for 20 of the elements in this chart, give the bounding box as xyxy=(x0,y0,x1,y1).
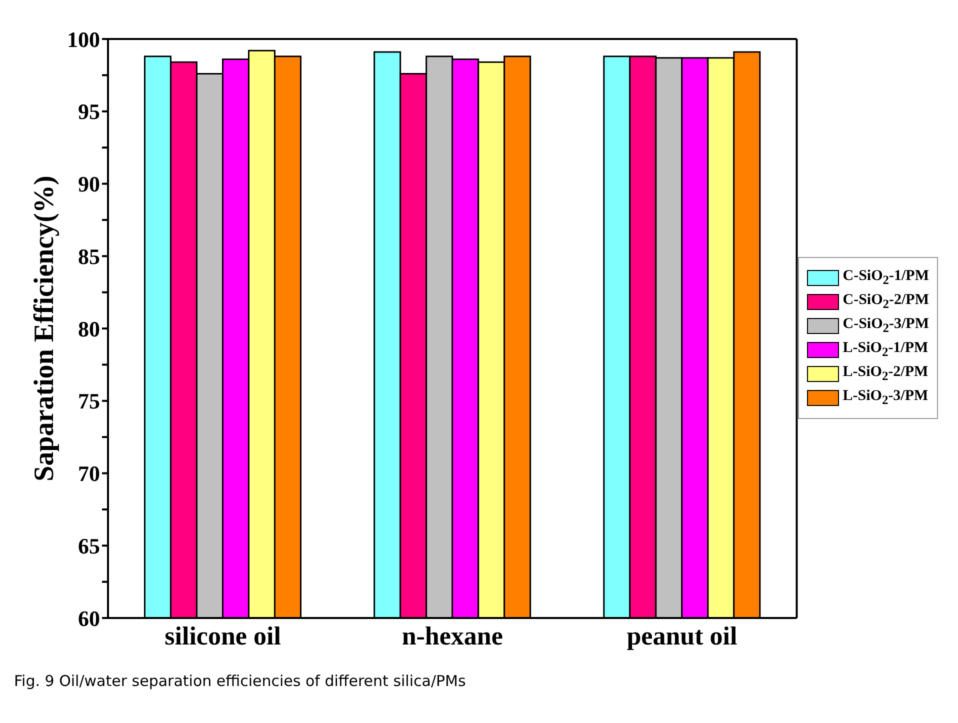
legend-label: C-SiO$_{2}$-3/PM xyxy=(842,316,929,336)
caption: Fig. 9 Oil/water separation efficiencies of different silica/PMs xyxy=(14,672,467,690)
y-tick-label: 75 xyxy=(78,388,100,414)
legend-label: L-SiO$_{2}$-1/PM xyxy=(842,340,928,360)
legend-label: L-SiO$_{2}$-2/PM xyxy=(842,364,928,384)
y-tick-label: 65 xyxy=(78,533,100,558)
y-tick-label: 80 xyxy=(78,316,100,342)
legend-label: C-SiO$_{2}$-2/PM xyxy=(842,292,929,312)
y-tick-label: 70 xyxy=(78,461,100,486)
legend-label: L-SiO$_{2}$-3/PM xyxy=(842,388,928,408)
legend-label: C-SiO$_{2}$-1/PM xyxy=(842,268,929,288)
x-tick-label: silicone oil xyxy=(164,621,281,650)
y-tick-label: 95 xyxy=(78,99,100,124)
y-tick-label: 60 xyxy=(78,606,100,631)
y-tick-label: 90 xyxy=(78,172,100,197)
y-tick-label: 100 xyxy=(67,26,100,52)
y-axis-title: Saparation Efficiency(%) xyxy=(29,176,60,482)
x-tick-label: n-hexane xyxy=(402,621,503,650)
y-tick-label: 85 xyxy=(78,244,100,269)
x-tick-label: peanut oil xyxy=(626,621,738,650)
